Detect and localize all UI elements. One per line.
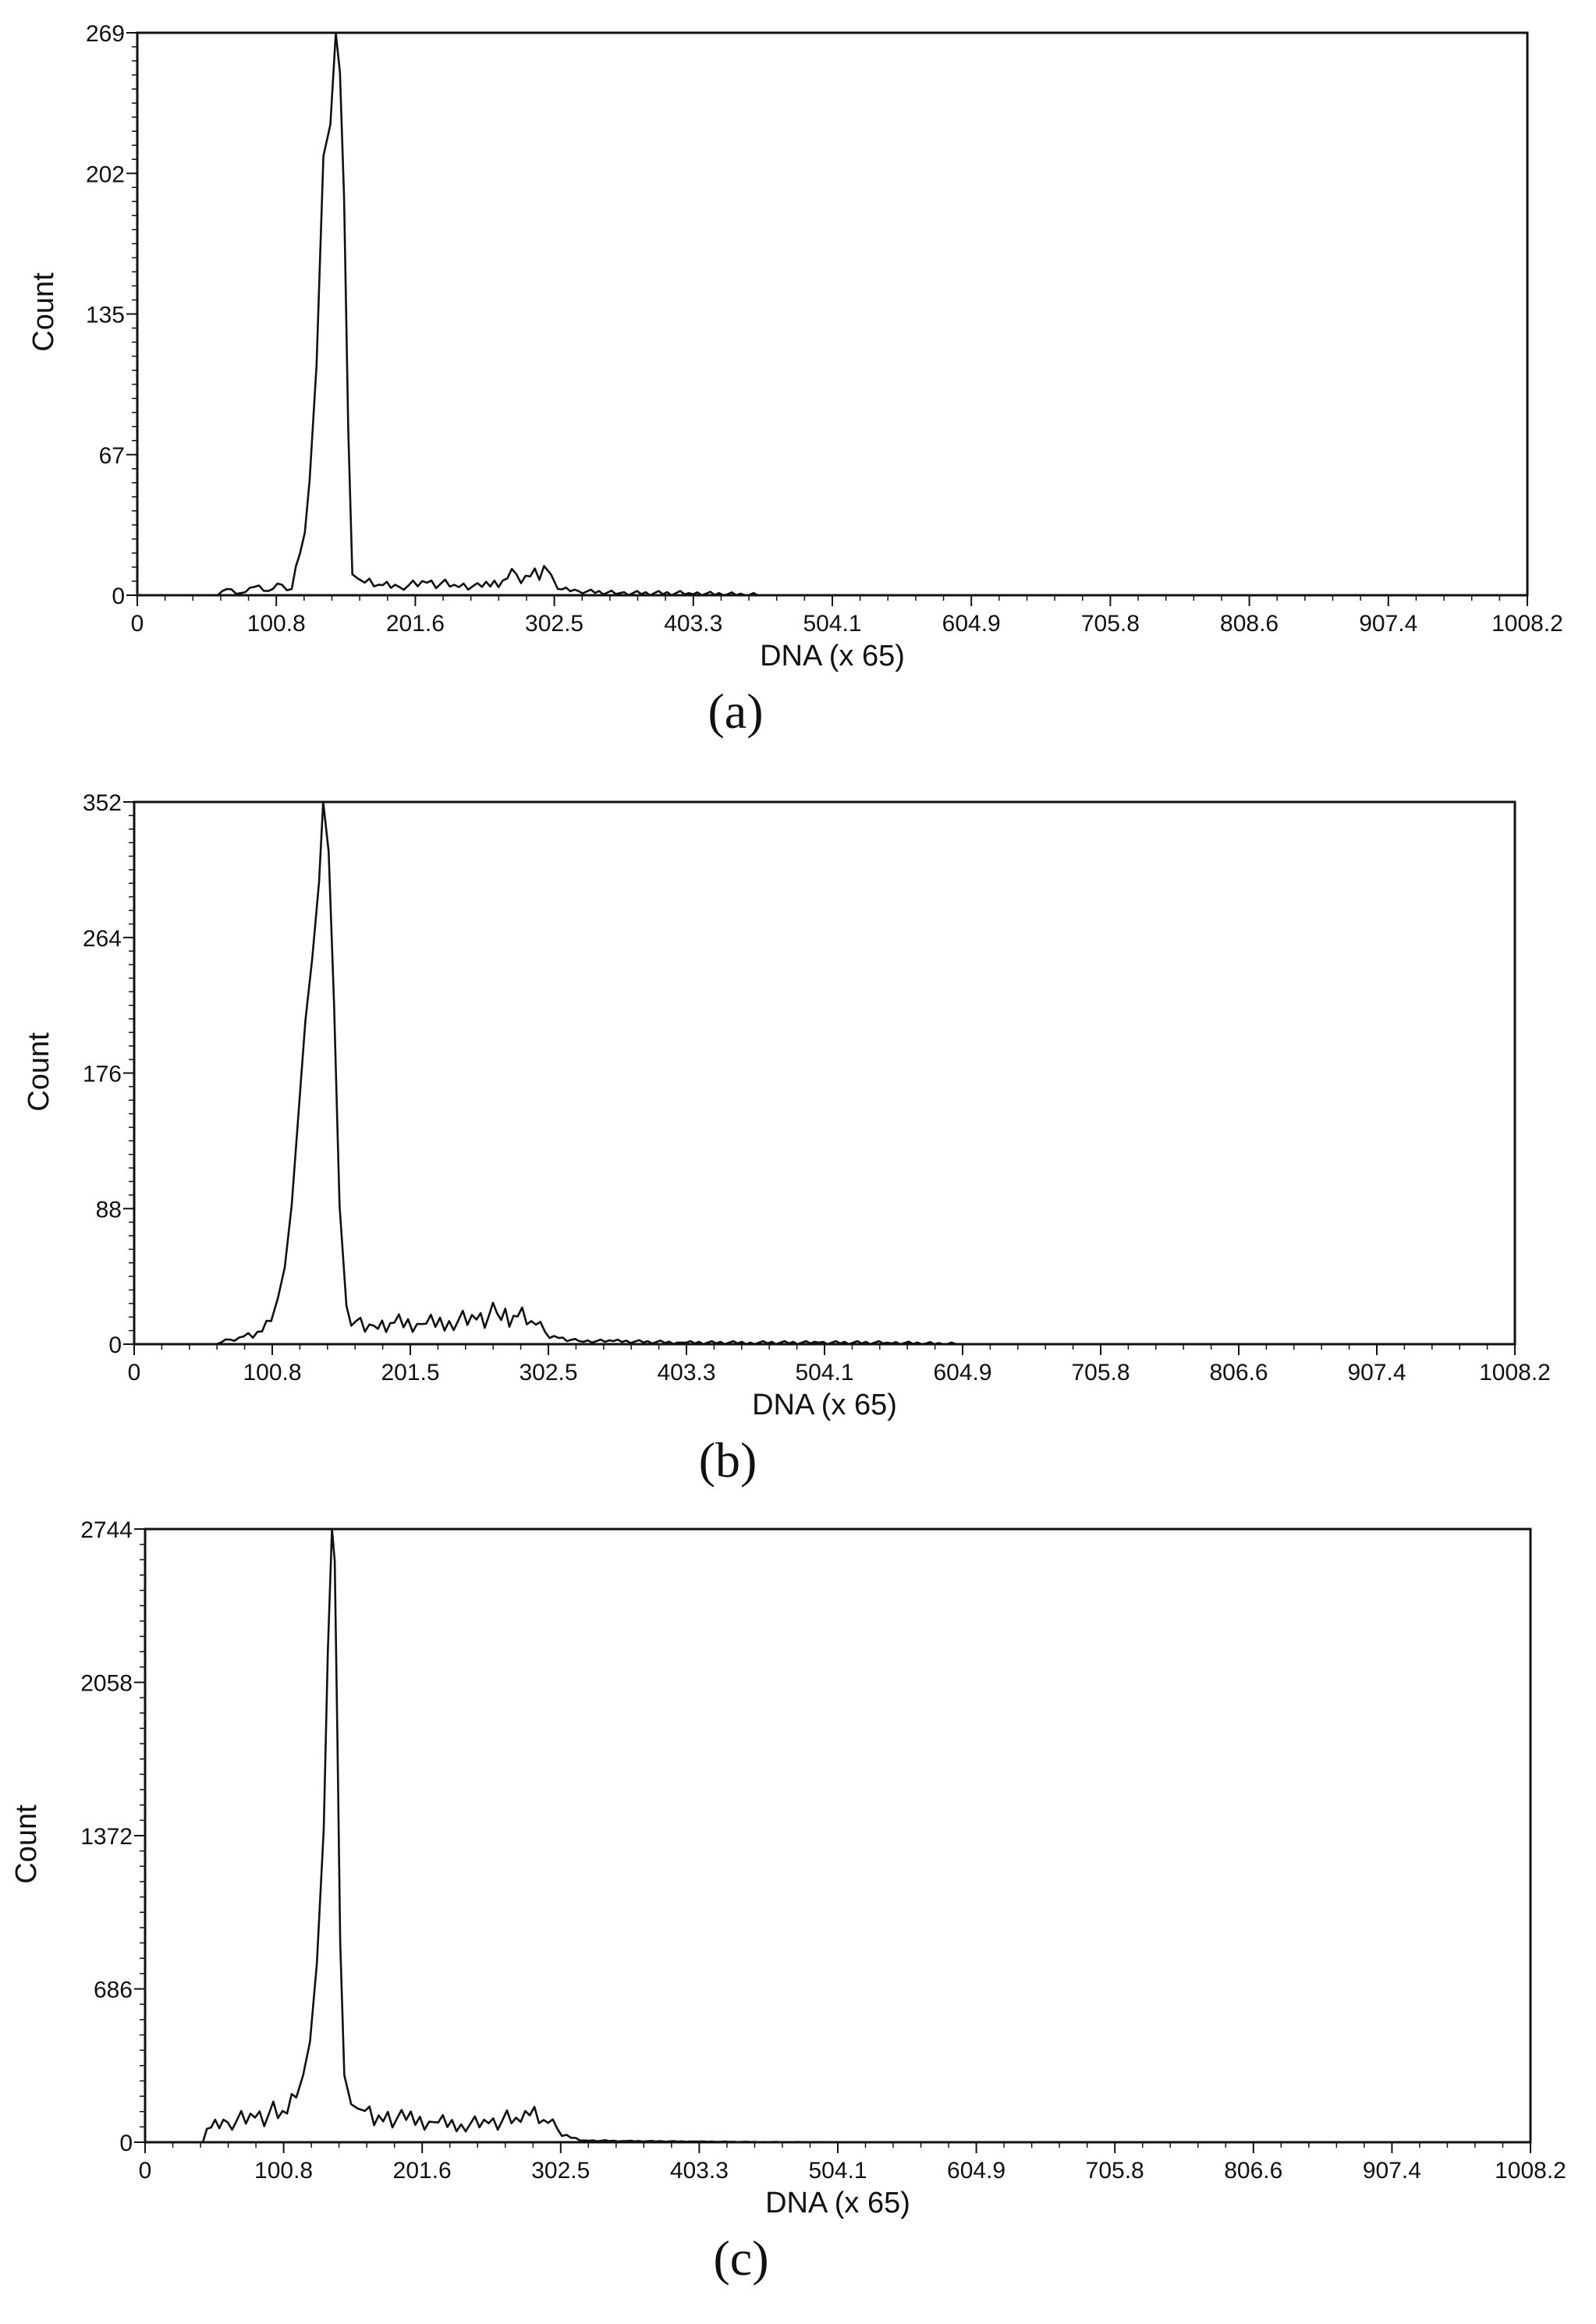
chart-a-x-tick-label: 907.4 [1359, 611, 1417, 637]
chart-b-x-tick-label: 302.5 [519, 1360, 577, 1386]
chart-c-x-tick-label: 504.1 [808, 2158, 867, 2184]
chart-panel-c: 0 686 1372 2058 2744 0 100.8 201.6 302.5 403.3 504… [0, 1517, 1596, 2324]
chart-b-x-tick-label: 604.9 [933, 1360, 991, 1386]
chart-c-y-tick-label: 0 [119, 2131, 133, 2156]
chart-b-x-axis-label: DNA (x 65) [752, 1389, 897, 1421]
chart-a-x-tick-label: 0 [131, 611, 144, 637]
chart-b-x-tick-label: 907.4 [1347, 1360, 1406, 1386]
chart-a-x-tick-label: 403.3 [664, 611, 722, 637]
chart-a-x-tick-label: 705.8 [1081, 611, 1140, 637]
chart-b-plot-frame [133, 800, 1516, 1346]
chart-panel-a: 0 67 135 202 269 0 100.8 201.6 302.5 403.3 504.1 60… [0, 0, 1596, 772]
chart-c-y-tick-label: 2744 [80, 1517, 133, 1543]
chart-b-x-tick-label: 100.8 [243, 1360, 301, 1386]
chart-a-x-tick-label: 302.5 [525, 611, 583, 637]
chart-a-histogram-line [137, 31, 1527, 597]
chart-a-y-tick-label: 269 [86, 21, 125, 47]
chart-b-svg: 0 88 176 264 352 0 100.8 201.5 302.5 403.3 504.1 60… [23, 790, 1551, 1488]
chart-panel-b: 0 88 176 264 352 0 100.8 201.5 302.5 403.3 504.1 60… [0, 772, 1596, 1545]
chart-a-y-tick-label: 202 [86, 161, 125, 187]
chart-c-x-tick-label: 705.8 [1086, 2158, 1144, 2184]
chart-b-y-tick-label: 88 [96, 1197, 122, 1222]
chart-c-y-tick-label: 2058 [80, 1671, 133, 1697]
chart-a-x-tick-label: 604.9 [942, 611, 1001, 637]
chart-c-x-tick-label: 0 [139, 2158, 152, 2184]
chart-c-svg: 0 686 1372 2058 2744 0 100.8 201.6 302.5 403.3 504… [10, 1517, 1566, 2286]
chart-c-x-tick-label: 604.9 [947, 2158, 1005, 2184]
chart-c-x-axis-label: DNA (x 65) [765, 2187, 910, 2219]
chart-c-x-tick-label: 1008.2 [1495, 2158, 1566, 2184]
chart-c-y-tick-label: 1372 [80, 1824, 133, 1850]
chart-c-x-tick-label: 806.6 [1224, 2158, 1282, 2184]
chart-b-x-tick-label: 201.5 [381, 1360, 439, 1386]
chart-a-y-tick-label: 135 [86, 303, 125, 328]
chart-c-x-tick-label: 100.8 [254, 2158, 313, 2184]
chart-b-y-tick-label: 264 [83, 926, 122, 952]
chart-c-y-tick-label: 686 [94, 1978, 133, 2003]
chart-b-histogram-line [134, 800, 1515, 1346]
chart-c-panel-caption: (c) [713, 2230, 768, 2286]
chart-a-x-tick-label: 808.6 [1220, 611, 1279, 637]
chart-a-x-tick-label: 504.1 [803, 611, 861, 637]
chart-b-x-tick-label: 806.6 [1209, 1360, 1268, 1386]
chart-c-x-tick-label: 302.5 [531, 2158, 590, 2184]
chart-a-svg: 0 67 135 202 269 0 100.8 201.6 302.5 403.3 504.1 60… [27, 21, 1563, 739]
chart-a-x-tick-label: 100.8 [247, 611, 306, 637]
chart-b-x-tick-label: 705.8 [1071, 1360, 1130, 1386]
chart-b-panel-caption: (b) [699, 1432, 757, 1488]
chart-b-y-tick-label: 0 [108, 1332, 122, 1358]
chart-a-x-tick-label: 201.6 [386, 611, 445, 637]
chart-c-x-tick-label: 907.4 [1363, 2158, 1421, 2184]
chart-a-x-tick-label: 1008.2 [1491, 611, 1563, 637]
chart-a-x-axis-label: DNA (x 65) [760, 640, 905, 672]
chart-b-x-tick-label: 504.1 [795, 1360, 853, 1386]
chart-c-y-axis-label: Count [10, 1804, 43, 1884]
chart-b-x-tick-label: 0 [128, 1360, 141, 1386]
chart-c-x-tick-label: 201.6 [393, 2158, 452, 2184]
chart-c-x-tick-label: 403.3 [670, 2158, 729, 2184]
chart-c-histogram-line [145, 1527, 1530, 2144]
chart-b-x-tick-label: 1008.2 [1479, 1360, 1551, 1386]
chart-b-y-tick-label: 176 [83, 1062, 122, 1087]
chart-c-plot-frame [144, 1527, 1532, 2144]
chart-a-y-tick-label: 0 [112, 584, 125, 609]
chart-b-x-tick-label: 403.3 [657, 1360, 715, 1386]
chart-a-y-tick-label: 67 [99, 443, 125, 469]
chart-b-y-tick-label: 352 [83, 790, 122, 816]
chart-b-y-axis-label: Count [23, 1032, 55, 1112]
chart-a-panel-caption: (a) [708, 683, 763, 739]
chart-a-y-axis-label: Count [27, 272, 60, 352]
